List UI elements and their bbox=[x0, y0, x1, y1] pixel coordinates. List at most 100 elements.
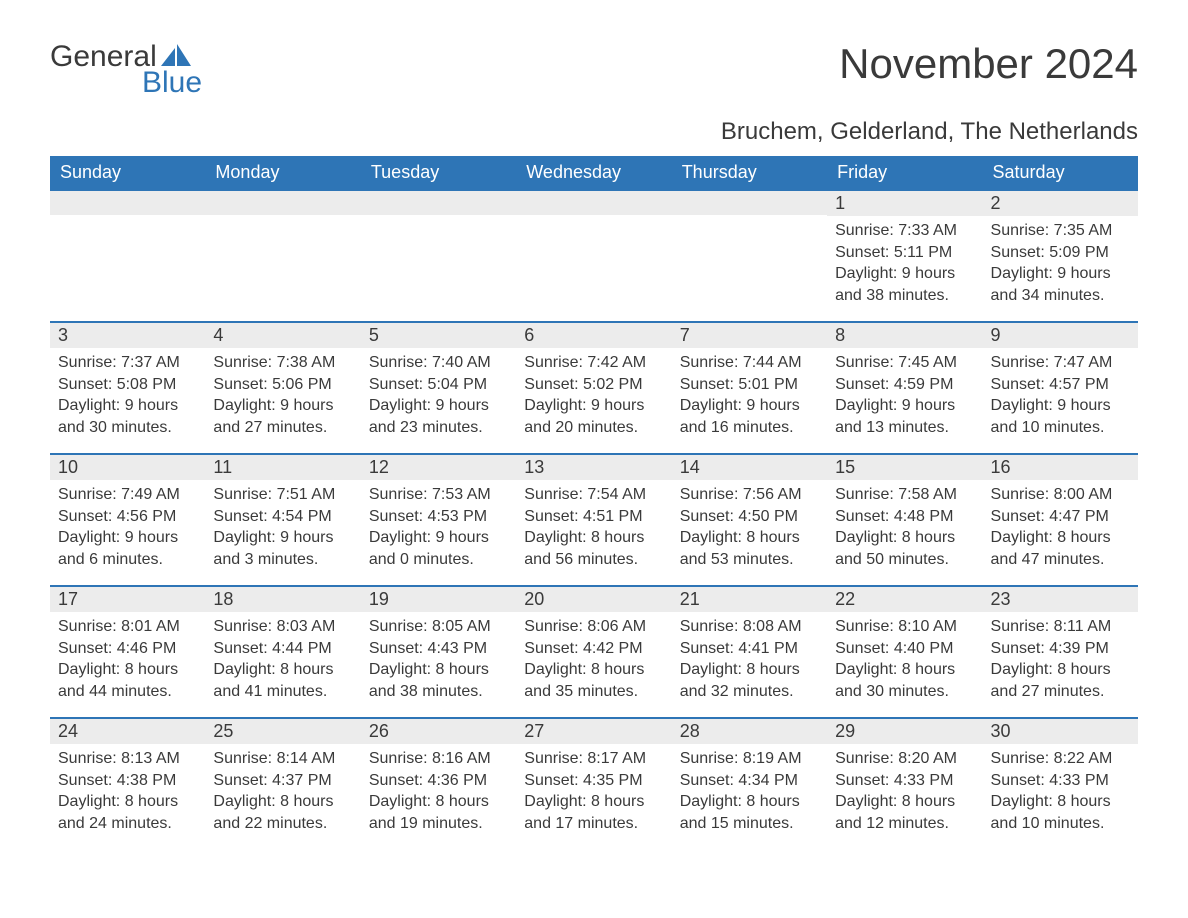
sunset-line: Sunset: 4:57 PM bbox=[991, 374, 1130, 396]
sunset-line: Sunset: 4:35 PM bbox=[524, 770, 663, 792]
page-title: November 2024 bbox=[839, 40, 1138, 88]
calendar-head: SundayMondayTuesdayWednesdayThursdayFrid… bbox=[50, 156, 1138, 189]
day-body: Sunrise: 8:00 AMSunset: 4:47 PMDaylight:… bbox=[983, 480, 1138, 570]
day-number: 7 bbox=[672, 321, 827, 348]
day-number: 30 bbox=[983, 717, 1138, 744]
weekday-header: Saturday bbox=[983, 156, 1138, 189]
day-number: 18 bbox=[205, 585, 360, 612]
calendar-table: SundayMondayTuesdayWednesdayThursdayFrid… bbox=[50, 156, 1138, 849]
calendar-cell: 28Sunrise: 8:19 AMSunset: 4:34 PMDayligh… bbox=[672, 717, 827, 849]
day-number: 3 bbox=[50, 321, 205, 348]
sunrise-line: Sunrise: 7:40 AM bbox=[369, 352, 508, 374]
day-body: Sunrise: 7:53 AMSunset: 4:53 PMDaylight:… bbox=[361, 480, 516, 570]
sunset-line: Sunset: 4:40 PM bbox=[835, 638, 974, 660]
day-number: 5 bbox=[361, 321, 516, 348]
sunrise-line: Sunrise: 7:37 AM bbox=[58, 352, 197, 374]
calendar-cell: 2Sunrise: 7:35 AMSunset: 5:09 PMDaylight… bbox=[983, 189, 1138, 321]
day-body: Sunrise: 8:16 AMSunset: 4:36 PMDaylight:… bbox=[361, 744, 516, 834]
day-number: 8 bbox=[827, 321, 982, 348]
sunset-line: Sunset: 5:06 PM bbox=[213, 374, 352, 396]
day-number: 6 bbox=[516, 321, 671, 348]
calendar-cell: 23Sunrise: 8:11 AMSunset: 4:39 PMDayligh… bbox=[983, 585, 1138, 717]
sunrise-line: Sunrise: 8:06 AM bbox=[524, 616, 663, 638]
day-body: Sunrise: 8:13 AMSunset: 4:38 PMDaylight:… bbox=[50, 744, 205, 834]
daylight-line: Daylight: 8 hours and 47 minutes. bbox=[991, 527, 1130, 570]
sunset-line: Sunset: 4:36 PM bbox=[369, 770, 508, 792]
daynum-bar-empty bbox=[361, 189, 516, 215]
day-body: Sunrise: 7:58 AMSunset: 4:48 PMDaylight:… bbox=[827, 480, 982, 570]
day-number: 21 bbox=[672, 585, 827, 612]
sunset-line: Sunset: 5:11 PM bbox=[835, 242, 974, 264]
sunrise-line: Sunrise: 7:54 AM bbox=[524, 484, 663, 506]
calendar-cell: 12Sunrise: 7:53 AMSunset: 4:53 PMDayligh… bbox=[361, 453, 516, 585]
sunrise-line: Sunrise: 8:17 AM bbox=[524, 748, 663, 770]
calendar-cell: 24Sunrise: 8:13 AMSunset: 4:38 PMDayligh… bbox=[50, 717, 205, 849]
day-number: 10 bbox=[50, 453, 205, 480]
day-body: Sunrise: 7:47 AMSunset: 4:57 PMDaylight:… bbox=[983, 348, 1138, 438]
calendar-cell: 19Sunrise: 8:05 AMSunset: 4:43 PMDayligh… bbox=[361, 585, 516, 717]
daylight-line: Daylight: 9 hours and 34 minutes. bbox=[991, 263, 1130, 306]
day-number: 17 bbox=[50, 585, 205, 612]
sunset-line: Sunset: 4:50 PM bbox=[680, 506, 819, 528]
calendar-cell: 3Sunrise: 7:37 AMSunset: 5:08 PMDaylight… bbox=[50, 321, 205, 453]
day-body: Sunrise: 8:22 AMSunset: 4:33 PMDaylight:… bbox=[983, 744, 1138, 834]
day-number: 11 bbox=[205, 453, 360, 480]
sunrise-line: Sunrise: 7:33 AM bbox=[835, 220, 974, 242]
day-number: 25 bbox=[205, 717, 360, 744]
weekday-header: Sunday bbox=[50, 156, 205, 189]
sunset-line: Sunset: 4:51 PM bbox=[524, 506, 663, 528]
calendar-cell: 20Sunrise: 8:06 AMSunset: 4:42 PMDayligh… bbox=[516, 585, 671, 717]
daylight-line: Daylight: 8 hours and 35 minutes. bbox=[524, 659, 663, 702]
calendar-row: 17Sunrise: 8:01 AMSunset: 4:46 PMDayligh… bbox=[50, 585, 1138, 717]
sunrise-line: Sunrise: 7:47 AM bbox=[991, 352, 1130, 374]
day-body: Sunrise: 8:11 AMSunset: 4:39 PMDaylight:… bbox=[983, 612, 1138, 702]
sunset-line: Sunset: 4:54 PM bbox=[213, 506, 352, 528]
daylight-line: Daylight: 9 hours and 30 minutes. bbox=[58, 395, 197, 438]
sunrise-line: Sunrise: 7:58 AM bbox=[835, 484, 974, 506]
calendar-cell: 9Sunrise: 7:47 AMSunset: 4:57 PMDaylight… bbox=[983, 321, 1138, 453]
sunrise-line: Sunrise: 7:45 AM bbox=[835, 352, 974, 374]
day-number: 12 bbox=[361, 453, 516, 480]
calendar-row: 24Sunrise: 8:13 AMSunset: 4:38 PMDayligh… bbox=[50, 717, 1138, 849]
calendar-cell: 22Sunrise: 8:10 AMSunset: 4:40 PMDayligh… bbox=[827, 585, 982, 717]
sunrise-line: Sunrise: 8:16 AM bbox=[369, 748, 508, 770]
calendar-cell: 30Sunrise: 8:22 AMSunset: 4:33 PMDayligh… bbox=[983, 717, 1138, 849]
day-body: Sunrise: 7:40 AMSunset: 5:04 PMDaylight:… bbox=[361, 348, 516, 438]
sunrise-line: Sunrise: 8:20 AM bbox=[835, 748, 974, 770]
title-block: November 2024 bbox=[839, 40, 1138, 88]
weekday-header: Thursday bbox=[672, 156, 827, 189]
calendar-body: 1 Sunrise: 7:33 AMSunset: 5:11 PM Daylight… bbox=[50, 189, 1138, 849]
day-body: Sunrise: 7:42 AMSunset: 5:02 PMDaylight:… bbox=[516, 348, 671, 438]
day-body: Sunrise: 7:44 AMSunset: 5:01 PMDaylight:… bbox=[672, 348, 827, 438]
calendar-cell: 29Sunrise: 8:20 AMSunset: 4:33 PMDayligh… bbox=[827, 717, 982, 849]
sunrise-line: Sunrise: 7:44 AM bbox=[680, 352, 819, 374]
sunset-line: Sunset: 5:04 PM bbox=[369, 374, 508, 396]
sunrise-line: Sunrise: 7:51 AM bbox=[213, 484, 352, 506]
day-number: 15 bbox=[827, 453, 982, 480]
daylight-line: Daylight: 8 hours and 12 minutes. bbox=[835, 791, 974, 834]
day-number: 26 bbox=[361, 717, 516, 744]
day-body: Sunrise: 8:17 AMSunset: 4:35 PMDaylight:… bbox=[516, 744, 671, 834]
daylight-line: Daylight: 8 hours and 50 minutes. bbox=[835, 527, 974, 570]
day-number: 13 bbox=[516, 453, 671, 480]
day-number: 1 bbox=[827, 189, 982, 216]
day-number: 27 bbox=[516, 717, 671, 744]
day-body: Sunrise: 8:20 AMSunset: 4:33 PMDaylight:… bbox=[827, 744, 982, 834]
sunset-line: Sunset: 4:39 PM bbox=[991, 638, 1130, 660]
calendar-cell: 27Sunrise: 8:17 AMSunset: 4:35 PMDayligh… bbox=[516, 717, 671, 849]
daylight-line: Daylight: 8 hours and 30 minutes. bbox=[835, 659, 974, 702]
calendar-cell: 21Sunrise: 8:08 AMSunset: 4:41 PMDayligh… bbox=[672, 585, 827, 717]
daylight-line: Daylight: 9 hours and 10 minutes. bbox=[991, 395, 1130, 438]
day-number: 14 bbox=[672, 453, 827, 480]
calendar-cell: 16Sunrise: 8:00 AMSunset: 4:47 PMDayligh… bbox=[983, 453, 1138, 585]
sunrise-line: Sunrise: 7:35 AM bbox=[991, 220, 1130, 242]
day-body: Sunrise: 7:35 AMSunset: 5:09 PMDaylight:… bbox=[983, 216, 1138, 306]
sunset-line: Sunset: 5:01 PM bbox=[680, 374, 819, 396]
day-number: 2 bbox=[983, 189, 1138, 216]
day-body: Sunrise: 8:06 AMSunset: 4:42 PMDaylight:… bbox=[516, 612, 671, 702]
day-number: 24 bbox=[50, 717, 205, 744]
daylight-line: Daylight: 8 hours and 44 minutes. bbox=[58, 659, 197, 702]
day-number: 19 bbox=[361, 585, 516, 612]
header: General Blue November 2024 bbox=[50, 40, 1138, 100]
day-number: 20 bbox=[516, 585, 671, 612]
